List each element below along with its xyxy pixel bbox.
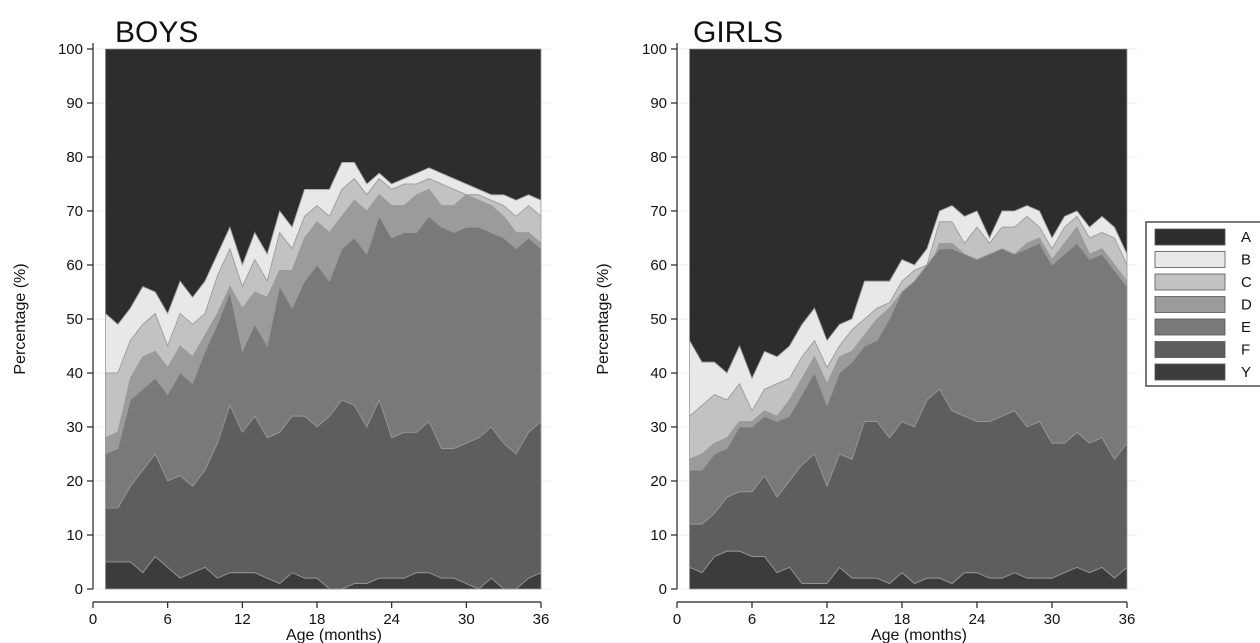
legend-label-b: B — [1241, 252, 1251, 269]
y-tick-label: 100 — [58, 41, 83, 58]
y-tick-label: 60 — [66, 257, 83, 274]
legend-swatch-b — [1154, 251, 1226, 268]
legend-label-f: F — [1241, 342, 1250, 359]
x-tick-label: 30 — [1044, 611, 1061, 628]
x-tick-label: 0 — [89, 611, 97, 628]
y-tick-label: 60 — [650, 257, 667, 274]
legend-swatch-f — [1154, 341, 1226, 358]
legend-swatch-y — [1154, 363, 1226, 381]
x-tick-label: 24 — [969, 611, 986, 628]
legend-swatch-e — [1154, 318, 1226, 336]
y-tick-label: 50 — [66, 311, 83, 328]
y-tick-label: 80 — [66, 149, 83, 166]
panel-girls: 0 10 20 30 40 50 60 70 80 90 100 0 6 12 18 24 30 36 Age (m… — [595, 16, 1137, 643]
area-series-y — [689, 550, 1128, 590]
area-series-y — [105, 556, 542, 590]
x-tick-label: 12 — [234, 611, 251, 628]
legend-label-a: A — [1241, 229, 1251, 246]
legend-label-y: Y — [1241, 364, 1251, 381]
y-tick-label: 30 — [66, 419, 83, 436]
y-axis-label: Percentage (%) — [12, 263, 29, 374]
y-tick-label: 40 — [650, 365, 667, 382]
y-axis-label: Percentage (%) — [595, 263, 612, 374]
y-tick-label: 20 — [66, 473, 83, 490]
legend-swatch-c — [1154, 273, 1226, 291]
x-tick-label: 24 — [383, 611, 400, 628]
y-tick-label: 0 — [659, 581, 667, 598]
y-tick-label: 30 — [650, 419, 667, 436]
y-tick-label: 20 — [650, 473, 667, 490]
y-tick-label: 90 — [66, 95, 83, 112]
legend-label-c: C — [1241, 274, 1252, 291]
y-tick-label: 10 — [66, 527, 83, 544]
y-tick-label: 40 — [66, 365, 83, 382]
y-tick-label: 90 — [650, 95, 667, 112]
y-tick-label: 100 — [642, 41, 667, 58]
y-tick-label: 70 — [66, 203, 83, 220]
y-tick-label: 80 — [650, 149, 667, 166]
y-tick-label: 10 — [650, 527, 667, 544]
x-tick-label: 18 — [894, 611, 911, 628]
legend-swatch-d — [1154, 296, 1226, 313]
x-axis-label: Age (months) — [871, 627, 967, 643]
x-tick-label: 36 — [1119, 611, 1136, 628]
chart-title: GIRLS — [693, 16, 783, 49]
x-tick-label: 6 — [748, 611, 756, 628]
x-tick-label: 36 — [533, 611, 550, 628]
legend-label-e: E — [1241, 319, 1251, 336]
y-tick-label: 70 — [650, 203, 667, 220]
x-tick-label: 6 — [163, 611, 171, 628]
x-tick-label: 30 — [458, 611, 475, 628]
x-axis-label: Age (months) — [286, 627, 382, 643]
legend-swatch-a — [1154, 228, 1226, 246]
y-tick-label: 0 — [75, 581, 83, 598]
legend-label-d: D — [1241, 297, 1252, 314]
panel-boys: 0 10 20 30 40 50 60 70 80 90 100 0 6 12 18 24 30 36 Age (m… — [12, 16, 551, 643]
x-tick-label: 18 — [309, 611, 326, 628]
x-tick-label: 0 — [673, 611, 681, 628]
chart-title: BOYS — [115, 16, 198, 49]
x-tick-label: 12 — [819, 611, 836, 628]
y-tick-label: 50 — [650, 311, 667, 328]
